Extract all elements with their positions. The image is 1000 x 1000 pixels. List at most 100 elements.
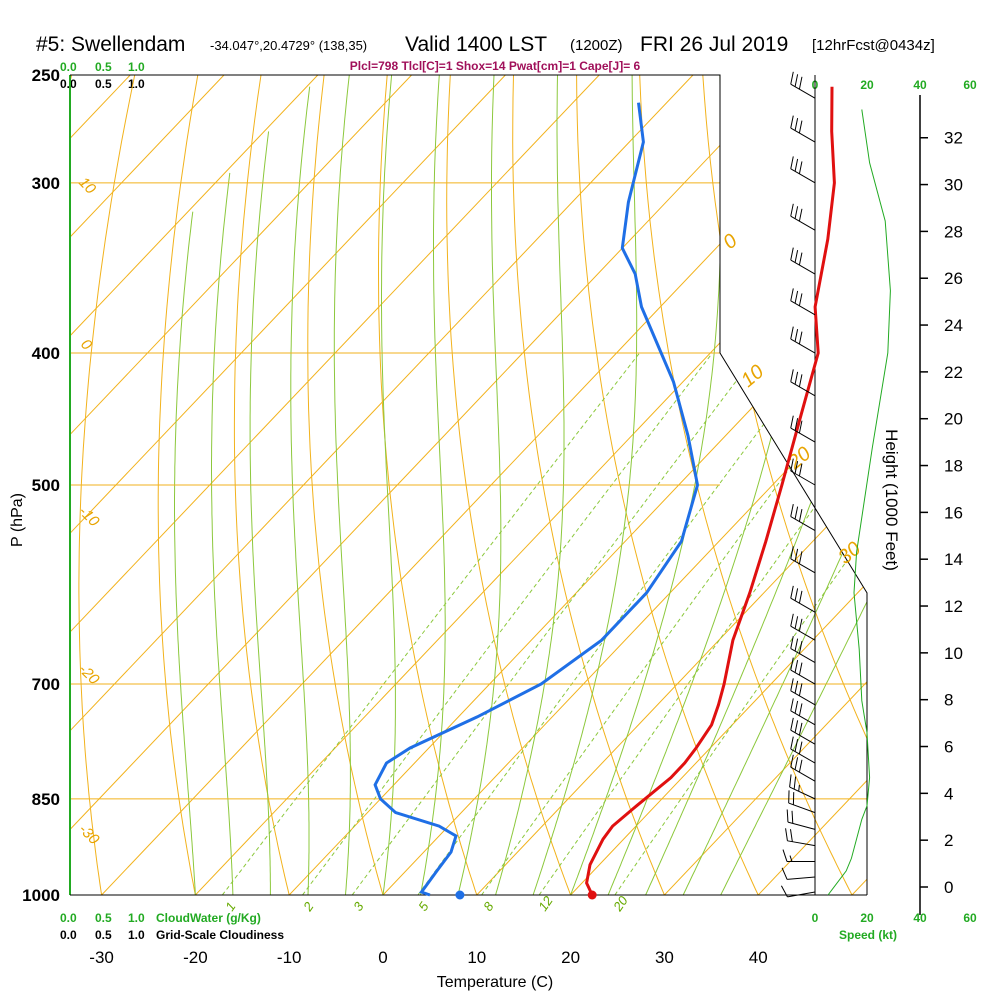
wind-barb-flag <box>794 118 799 131</box>
wind-barb-flag <box>794 74 799 87</box>
moist-adiabat-line <box>333 75 353 895</box>
wind-barb-flag <box>794 548 799 562</box>
cloudwater-tick: 0.5 <box>95 911 112 925</box>
wind-barb-flag <box>790 736 794 750</box>
speed-tick: 0 <box>812 911 819 925</box>
temperature-tick-label: -10 <box>277 948 302 967</box>
moist-adiabat-line <box>570 75 722 895</box>
moist-adiabat-line <box>532 75 638 895</box>
wind-barb-staff <box>787 840 816 847</box>
wind-barb-flag <box>790 698 794 711</box>
wind-barb-flag <box>798 252 803 266</box>
height-tick-label: 4 <box>944 784 953 803</box>
wind-barb <box>786 809 816 830</box>
wind-barb <box>790 698 816 726</box>
cloudiness-tick: 1.0 <box>128 77 145 91</box>
wind-barb-staff <box>790 338 816 354</box>
pressure-tick-label: 700 <box>32 675 60 694</box>
temperature-tick-label: 30 <box>655 948 674 967</box>
wind-barb-staff <box>790 669 816 685</box>
wind-barb-half-flag <box>789 855 793 862</box>
height-tick-label: 16 <box>944 503 963 522</box>
wind-barb-flag <box>798 703 803 716</box>
wind-barb-flag <box>793 776 797 790</box>
dry-adiabat-line <box>512 75 678 895</box>
wind-barb-flag <box>790 585 794 599</box>
wind-barb-flag <box>798 662 803 676</box>
dry-adiabat-line <box>638 75 867 895</box>
dry-adiabat-line <box>307 75 392 895</box>
wind-barb-staff <box>790 766 816 782</box>
cloudwater-scale-bottom: 0.0 0.5 1.0 CloudWater (g/Kg) <box>60 911 261 925</box>
wind-barb <box>789 774 816 800</box>
moist-adiabat-line <box>495 75 565 895</box>
speed-tick: 40 <box>913 911 927 925</box>
height-tick-label: 26 <box>944 269 963 288</box>
mixing-ratio-label: 3 <box>350 899 367 914</box>
cloudwater-tick: 0.5 <box>95 60 112 74</box>
wind-barb <box>790 115 816 143</box>
wind-barb-staff <box>790 381 816 397</box>
wind-barb-flag <box>790 115 794 129</box>
moist-adiabat-line <box>720 75 867 895</box>
wind-barb-flag <box>794 418 799 431</box>
cloudiness-tick: 1.0 <box>128 928 145 942</box>
wind-barb <box>790 504 816 531</box>
moist-adiabat-line <box>457 75 502 895</box>
cloudiness-tick: 0.0 <box>60 928 77 942</box>
wind-barb-staff <box>790 300 816 316</box>
mixing-ratio-label: 20 <box>610 893 632 915</box>
height-tick-label: 20 <box>944 410 963 429</box>
dry-adiabat-line <box>78 75 141 895</box>
wind-barb-staff <box>787 821 816 830</box>
wind-barb-flag <box>789 774 792 788</box>
mixing-ratio-line <box>538 352 867 895</box>
wind-barb-flag <box>794 616 799 629</box>
moist-adiabat-line <box>645 75 867 895</box>
moist-adiabat-line <box>682 75 867 895</box>
dry-adiabat-line <box>763 75 867 895</box>
wind-barb-flag <box>790 546 794 559</box>
cloudwater-tick: 1.0 <box>128 60 145 74</box>
wind-barb-flag <box>794 371 799 385</box>
wind-barb-flag <box>794 720 799 733</box>
wind-barb <box>790 546 816 574</box>
wind-barb <box>790 71 816 99</box>
pressure-tick-label: 250 <box>32 66 60 85</box>
cloudiness-tick: 0.5 <box>95 928 112 942</box>
mixing-ratio-line <box>351 352 758 895</box>
speed-tick: 20 <box>860 78 874 92</box>
wind-barb <box>790 754 816 782</box>
dry-adiabat-line <box>378 75 488 895</box>
utc-time: (1200Z) <box>570 37 623 54</box>
wind-barb-staff <box>788 802 816 814</box>
speed-scale-bottom: 0 20 40 60 Speed (kt) <box>812 911 977 942</box>
wind-barb-flag <box>790 71 794 85</box>
wind-barb-flag <box>789 829 793 842</box>
wind-barb-flag <box>798 120 803 134</box>
height-tick-label: 2 <box>944 831 953 850</box>
wind-barb-flag <box>790 326 794 340</box>
cloudwater-tick: 1.0 <box>128 911 145 925</box>
wind-barb-flag <box>790 203 794 217</box>
wind-barb-staff <box>790 470 816 486</box>
cloudwater-scale-top: 0.0 0.5 1.0 <box>60 60 145 74</box>
dry-adiabat-line <box>825 75 867 895</box>
wind-barb-flag <box>794 660 799 673</box>
wind-barb-flag <box>790 613 794 627</box>
wind-barb-staff <box>790 127 816 143</box>
height-tick-label: 12 <box>944 597 963 616</box>
dry-adiabat-label: 10 <box>737 361 768 392</box>
plot-border <box>70 74 868 895</box>
pressure-tick-label: 400 <box>32 344 60 363</box>
wind-barb-flag <box>798 293 803 306</box>
wind-barb-flag <box>790 458 794 472</box>
dry-adiabat-line <box>576 75 773 895</box>
wind-barb-flag <box>798 509 803 522</box>
speed-tick: 40 <box>913 78 927 92</box>
wind-barb-flag <box>798 590 803 604</box>
wind-barb-flag <box>798 161 803 174</box>
wind-barb-flag <box>790 717 794 731</box>
wind-barb-flag <box>782 849 788 862</box>
